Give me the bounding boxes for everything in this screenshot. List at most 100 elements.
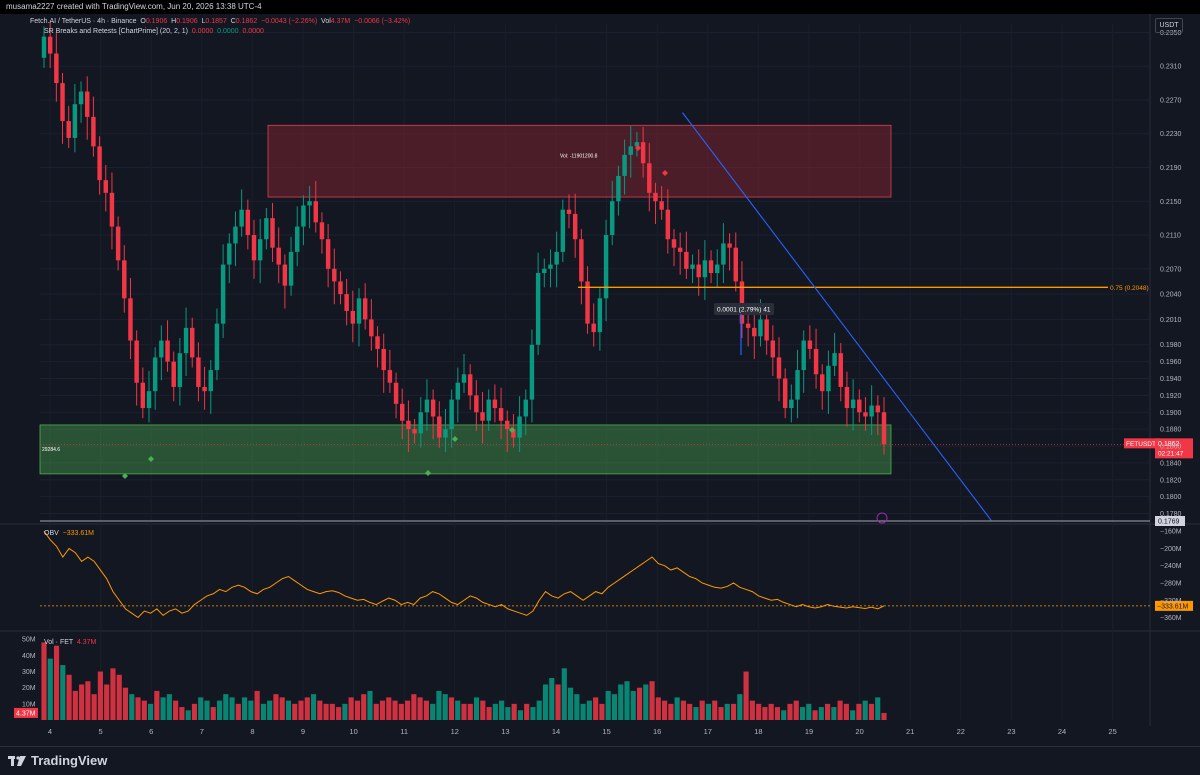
volume-bar (304, 697, 310, 720)
candle-body (776, 357, 782, 379)
obv-value: −333.61M (62, 530, 95, 537)
volume-bar (198, 697, 204, 720)
candle-body (801, 340, 806, 371)
price-tick-label: 0.2070 (1160, 266, 1182, 273)
volume-tag-box (14, 707, 38, 718)
volume-bar (442, 694, 448, 720)
vol-label: Vol (321, 18, 331, 25)
volume-bar (693, 707, 699, 720)
volume-bar (530, 707, 536, 720)
volume-bar (542, 684, 549, 720)
volume-bar (455, 700, 461, 720)
chart-canvas[interactable]: Vol: -11901200.8 29284.6 0.75 (0.2048) 0.0… (0, 14, 1200, 746)
candle-body (362, 298, 368, 320)
volume-bar (831, 707, 837, 720)
candle-body (758, 319, 763, 337)
candle-body (54, 53, 59, 84)
volume-title[interactable]: Vol · FET (44, 639, 74, 646)
candle-body (85, 91, 90, 117)
volume-bar (122, 687, 129, 720)
candle-body (270, 218, 275, 248)
volume-bar (116, 674, 122, 720)
candle-body (647, 163, 652, 193)
volume-bar (505, 707, 511, 720)
brand-name: TradingView (31, 753, 108, 768)
indicator-legend: SR Breaks and Retests [ChartPrime] (20, … (44, 28, 264, 35)
support-zone (39, 424, 892, 475)
candle-body (542, 268, 547, 273)
open-label: O (140, 18, 146, 25)
candle-body (245, 209, 251, 236)
retest-marker (148, 456, 154, 462)
obv-title[interactable]: OBV (44, 530, 59, 537)
candle-body (319, 222, 325, 240)
time-tick-label: 11 (400, 727, 408, 736)
obv-tick-label: −240M (1160, 563, 1182, 570)
currency-button[interactable]: USDT (1155, 18, 1183, 33)
volume-bar (549, 678, 555, 720)
candle-body (301, 205, 306, 227)
candle-body (369, 319, 374, 337)
price-tick-label: 0.2190 (1160, 165, 1182, 172)
volume-bar (379, 700, 386, 720)
support-zone-label: 29284.6 (42, 447, 60, 453)
candle-body (122, 260, 127, 299)
volume-bar (367, 690, 373, 720)
obv-tick-label: −200M (1160, 546, 1182, 553)
time-tick-label: 4 (48, 727, 52, 736)
indicator-value-3: 0.0000 (242, 28, 264, 35)
volume-bar (348, 697, 354, 720)
price-tick-label: 0.1840 (1160, 460, 1182, 467)
volume-bar (97, 671, 103, 720)
candle-body (159, 340, 164, 358)
volume-bar (417, 697, 423, 720)
retest-marker (452, 436, 458, 442)
volume-bar (618, 684, 624, 720)
price-tick-label: 0.2040 (1160, 292, 1182, 299)
price-axis[interactable]: 0.2350 0.2310 0.2270 0.2230 0.2190 0.2150 0.21… (1160, 30, 1182, 622)
time-tick-label: 19 (805, 727, 813, 736)
candle-body (640, 142, 646, 164)
volume-bar (135, 697, 141, 720)
obv-tick-label: −320M (1160, 598, 1182, 605)
resistance-zone (267, 124, 892, 198)
candle-body (47, 36, 53, 54)
volume-bar (323, 703, 329, 720)
obv-tick-label: −360M (1160, 615, 1182, 622)
tradingview-logo[interactable]: TradingView (8, 753, 107, 768)
fib-level-label: 0.75 (0.2048) (1110, 285, 1149, 292)
volume-bar (749, 700, 755, 720)
volume-bar (875, 697, 881, 720)
candle-body (233, 226, 238, 244)
price-tick-label: 0.1860 (1160, 444, 1182, 451)
low-value: 0.1857 (205, 18, 227, 25)
candle-body (597, 298, 603, 333)
volume-bar (636, 687, 643, 720)
candle-body (634, 142, 640, 147)
candle-body (566, 209, 572, 214)
indicator-title[interactable]: SR Breaks and Retests [ChartPrime] (20, … (44, 28, 188, 35)
price-tick-label: 0.1980 (1160, 342, 1182, 349)
volume-bar (524, 703, 530, 720)
volume-bar (41, 642, 47, 720)
volume-bar (392, 700, 398, 720)
candle-body (307, 201, 312, 206)
volume-bar (499, 700, 505, 720)
time-axis[interactable]: 4 5 6 7 8 9 10 11 12 13 14 15 16 17 18 19 20 21 22 23 24 25 (48, 727, 1117, 736)
candle-body (437, 416, 442, 438)
candle-body (523, 399, 528, 417)
candle-body (208, 370, 213, 392)
candle-body (696, 264, 701, 278)
volume-bar (160, 697, 166, 720)
tradingview-logo-icon (8, 755, 26, 766)
measure-label: 0.0001 (2.79%) 41 (717, 307, 771, 314)
retest-marker (509, 427, 515, 433)
candle-body (579, 239, 584, 282)
symbol-title[interactable]: Fetch.AI / TetherUS · 4h · Binance (30, 18, 137, 25)
indicator-value-1: 0.0000 (191, 28, 214, 35)
volume-bar (260, 703, 266, 720)
candle-body (795, 370, 800, 400)
candle-body (165, 340, 170, 362)
candle-body (276, 247, 281, 265)
